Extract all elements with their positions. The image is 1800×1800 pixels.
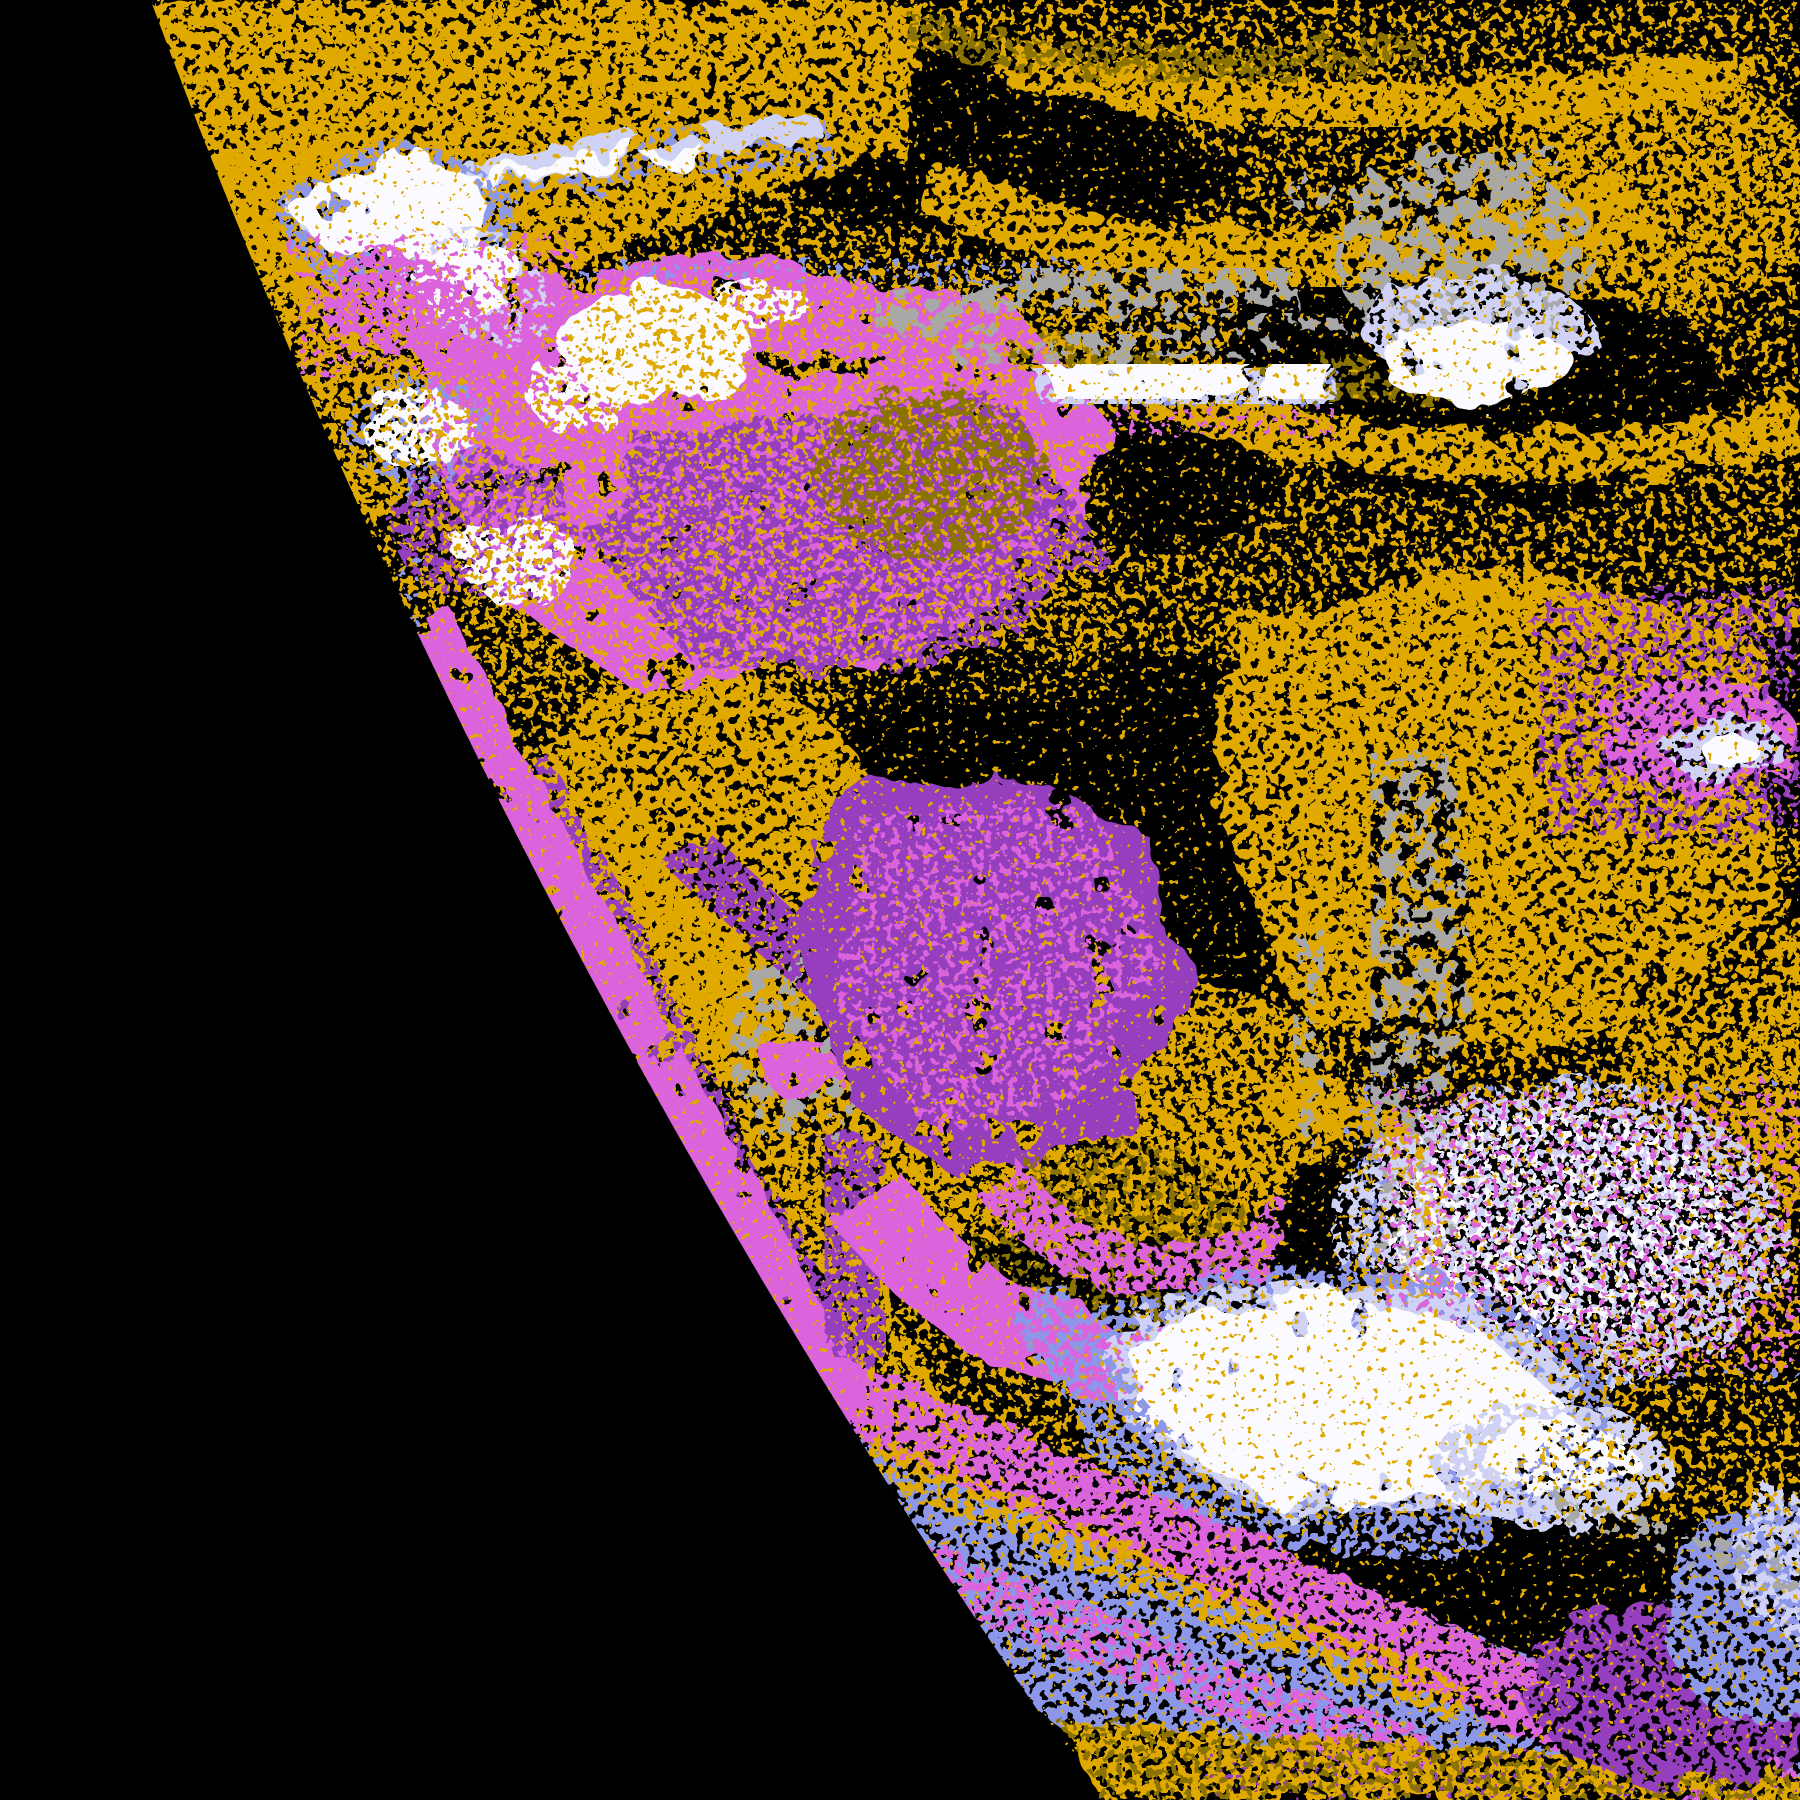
satellite-false-color-image: Pixelated false-color polar-orbiter sate… <box>90 0 1800 1800</box>
satellite-image-canvas <box>90 0 1800 1800</box>
